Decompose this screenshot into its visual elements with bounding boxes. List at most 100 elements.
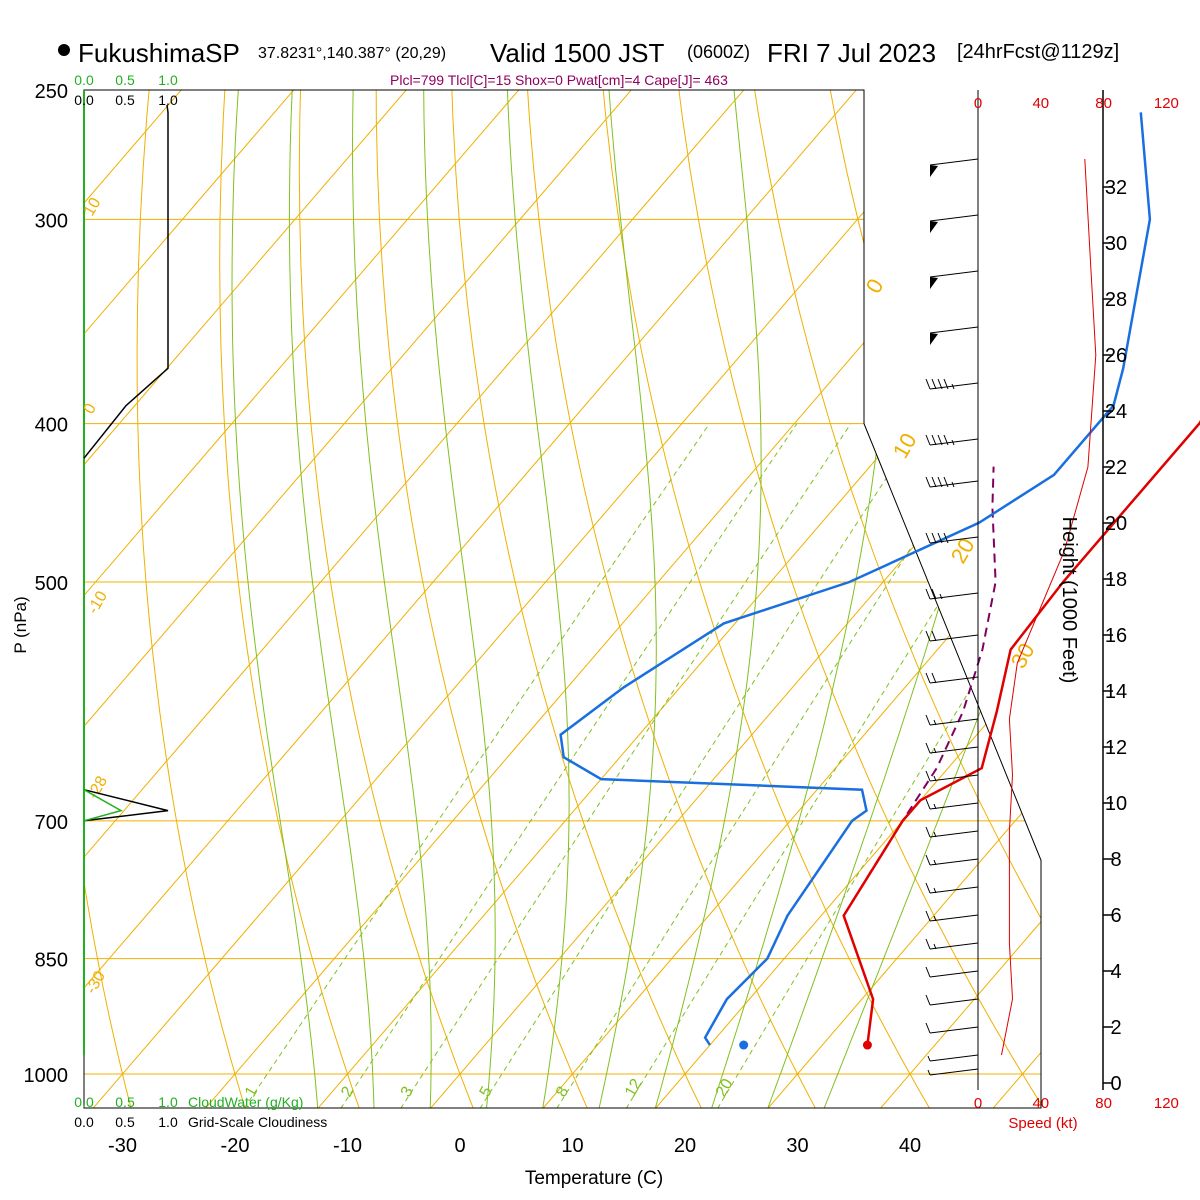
wind-barb-staff bbox=[929, 886, 979, 894]
dry-adiabat-line bbox=[219, 90, 372, 1108]
mixing-ratio-label: 12 bbox=[622, 1076, 646, 1100]
moist-adiabat-line bbox=[823, 90, 1041, 1108]
wind-barb-half bbox=[933, 719, 937, 726]
wind-barb-flag bbox=[925, 826, 931, 838]
wind-barb bbox=[927, 1054, 979, 1062]
wind-barb-flag bbox=[931, 532, 937, 544]
wind-barb-pennant bbox=[930, 221, 938, 233]
wind-barb-staff bbox=[929, 1026, 979, 1034]
wind-barb-flag bbox=[925, 630, 931, 642]
cloudiness-tick-top: 0.5 bbox=[115, 92, 135, 108]
dry-adiabat-line bbox=[824, 90, 1041, 1108]
surface-temperature-dot bbox=[862, 1040, 872, 1050]
valid-time: Valid 1500 JST bbox=[490, 38, 665, 68]
wind-barb-flag bbox=[925, 938, 931, 950]
wind-barb bbox=[925, 910, 979, 922]
wind-barb-staff bbox=[929, 998, 979, 1006]
moist-adiabat-line bbox=[598, 90, 657, 1108]
isotherm-line bbox=[84, 90, 657, 1108]
wind-barb bbox=[925, 378, 979, 390]
height-tick-label: 20 bbox=[1105, 513, 1127, 535]
wind-barb-flag bbox=[925, 714, 931, 726]
wind-barb-half bbox=[927, 1069, 931, 1076]
isotherm-line bbox=[626, 90, 1041, 1108]
cloudwater-tick-top: 0.0 bbox=[74, 72, 94, 88]
wind-barb-staff bbox=[929, 158, 979, 166]
isotherm-label: 10 bbox=[888, 429, 922, 463]
wind-barb-half bbox=[933, 943, 937, 950]
wind-barb-flag bbox=[925, 1022, 931, 1034]
wind-barb-staff bbox=[929, 382, 979, 390]
cloudiness-tick-top: 0.0 bbox=[74, 92, 94, 108]
low-cloudiness-profile bbox=[83, 788, 169, 822]
moist-adiabat-line bbox=[231, 90, 319, 1108]
wind-barb bbox=[925, 434, 979, 446]
height-tick-label: 4 bbox=[1110, 961, 1121, 983]
height-tick-label: 14 bbox=[1105, 681, 1127, 703]
valid-zulu: (0600Z) bbox=[687, 42, 750, 62]
wind-barb-staff bbox=[929, 802, 979, 810]
wind-barb-flag bbox=[925, 434, 931, 446]
wind-barb bbox=[925, 672, 979, 684]
temperature-tick-label: 0 bbox=[454, 1135, 465, 1157]
wind-barb-staff bbox=[929, 536, 979, 544]
isotherm-line bbox=[84, 90, 770, 1108]
wind-barb-pennant bbox=[930, 277, 938, 289]
temperature-tick-label: 40 bbox=[899, 1135, 921, 1157]
height-tick-label: 0 bbox=[1110, 1073, 1121, 1095]
y-axis-title: P (nPa) bbox=[11, 596, 30, 653]
cloudwater-tick-bottom: 0.5 bbox=[115, 1094, 135, 1110]
mixing-ratio-label: 20 bbox=[713, 1076, 737, 1100]
wind-barb-staff bbox=[929, 214, 979, 222]
wind-barb-half bbox=[933, 831, 937, 838]
cloudwater-axis-title: CloudWater (g/Kg) bbox=[188, 1094, 303, 1110]
wind-barb-flag bbox=[937, 476, 943, 488]
temperature-tick-label: -10 bbox=[333, 1135, 362, 1157]
dry-adiabat-line bbox=[298, 90, 488, 1108]
wind-barb-half bbox=[933, 775, 937, 782]
wind-barb-flag bbox=[931, 588, 937, 600]
wind-barb-flag bbox=[925, 966, 931, 978]
wind-barb-flag bbox=[931, 476, 937, 488]
wind-barb-pennant bbox=[930, 333, 938, 345]
sounding-indices: Plcl=799 Tlcl[C]=15 Shox=0 Pwat[cm]=4 Ca… bbox=[390, 72, 728, 88]
wind-barb bbox=[925, 882, 979, 894]
wind-barb-flag bbox=[931, 630, 937, 642]
cloudiness-profile bbox=[83, 104, 169, 459]
speed-tick-bottom: 120 bbox=[1154, 1095, 1179, 1112]
wind-barb-flag bbox=[937, 532, 943, 544]
wind-barb-staff bbox=[929, 970, 979, 978]
wind-barb bbox=[925, 966, 979, 978]
wind-barb-flag bbox=[937, 378, 943, 390]
wind-barb-staff bbox=[929, 1054, 979, 1062]
wind-barb-flag bbox=[925, 882, 931, 894]
dry-adiabat-line bbox=[84, 90, 141, 1108]
dry-adiabat-line bbox=[1124, 61, 1200, 1142]
wind-barb-flag bbox=[943, 378, 949, 390]
wind-barb bbox=[925, 532, 979, 544]
wind-barb-staff bbox=[929, 774, 979, 782]
moist-adiabat-line bbox=[423, 90, 496, 1108]
plot-frame bbox=[83, 89, 1042, 1109]
speed-tick-bottom: 40 bbox=[1032, 1095, 1049, 1112]
cloudwater-tick-top: 0.5 bbox=[115, 72, 135, 88]
moist-adiabat-line bbox=[351, 90, 432, 1108]
dry-adiabat-line bbox=[749, 90, 1041, 1108]
wind-barb-half bbox=[933, 915, 937, 922]
x-axis-title: Temperature (C) bbox=[525, 1168, 663, 1189]
isotherm-label: 0 bbox=[861, 274, 889, 297]
height-tick-label: 12 bbox=[1105, 737, 1127, 759]
isotherm-line bbox=[851, 90, 1041, 1108]
wind-barb bbox=[925, 1022, 979, 1034]
pressure-tick-label: 700 bbox=[35, 812, 68, 834]
side-panels: 0246810121416182022242628303200404080801… bbox=[83, 90, 1179, 1112]
dry-adiabat-line bbox=[375, 90, 603, 1108]
wind-barb-half bbox=[933, 803, 937, 810]
isotherm-line bbox=[84, 90, 882, 1108]
wind-barb bbox=[925, 854, 979, 866]
height-tick-label: 16 bbox=[1105, 625, 1127, 647]
wind-barb-staff bbox=[929, 746, 979, 754]
wind-barb-flag bbox=[925, 532, 931, 544]
